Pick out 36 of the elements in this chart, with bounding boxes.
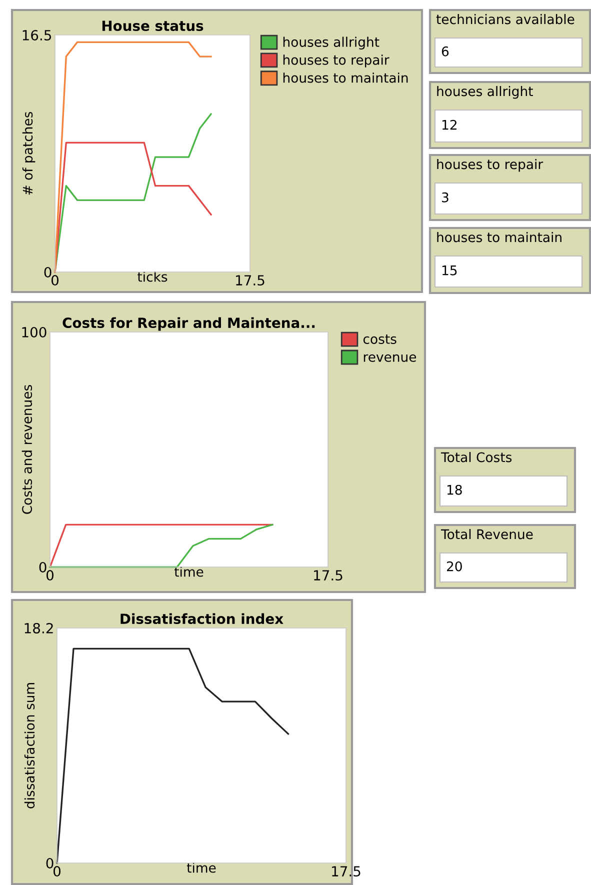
text: 12 [442,120,456,130]
x-axis-title: ticks [138,272,168,282]
text: houses to maintain [437,232,562,242]
y-tick-label: 16.5 [22,30,52,40]
x-axis-title: time [186,862,216,873]
legend-label: houses to maintain [283,72,408,83]
text: Total Costs [440,452,512,462]
x-tick-label: 17.5 [332,866,360,877]
text: 18 [447,484,462,495]
x-axis-title: time [174,566,204,577]
x-tick-label: 17.5 [236,275,264,286]
legend-label: costs [363,334,396,344]
x-tick-label: 17.5 [314,570,342,581]
y-axis-title: dissatisfaction sum [24,683,35,808]
y-axis-title: # of patches [22,112,36,195]
chart-title: Costs for Repair and Maintena... [62,317,315,331]
legend-label: revenue [364,354,416,362]
y-tick-label: 18.2 [24,622,53,634]
text: houses allright [437,86,533,99]
legend-label: houses to repair [283,54,390,68]
line-series [56,648,290,864]
chart-title: House status [102,20,204,32]
y-axis-title: Costs and revenues [22,384,32,514]
text: 15 [442,266,457,276]
y-tick-label: 0 [44,266,52,278]
y-tick-label: 0 [39,562,46,572]
text: 3 [442,192,448,202]
y-tick-label: 100 [22,326,46,338]
text: 6 [442,46,449,56]
chart-title: Dissatisfaction index [120,613,284,624]
text: 20 [446,561,462,572]
legend-label: houses allright [283,36,380,50]
text: Total Revenue [440,529,533,540]
y-tick-label: 0 [46,858,54,868]
text: technicians available [436,14,574,24]
text: houses to repair [437,159,544,172]
